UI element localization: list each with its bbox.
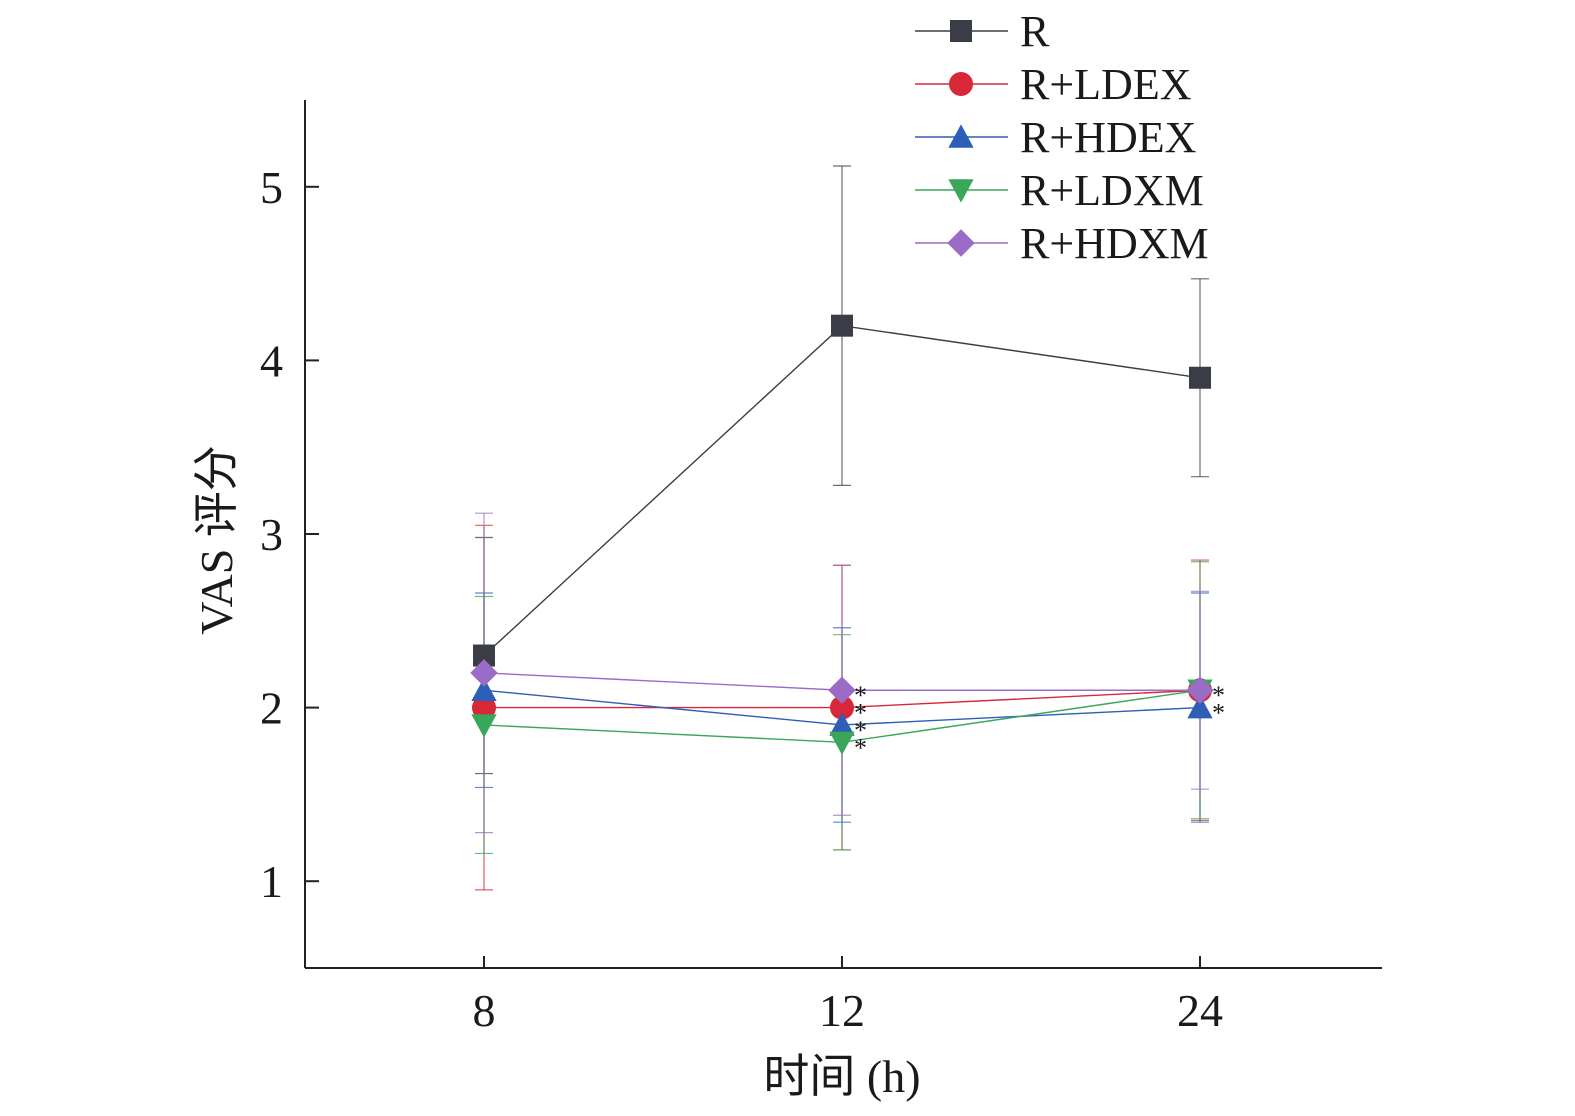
point-r [473, 644, 495, 667]
legend-item-r: R [915, 7, 1050, 56]
point-r [831, 314, 853, 337]
significance-asterisk: * [854, 716, 867, 745]
legend-item-r-hdex: R+HDEX [915, 113, 1196, 162]
legend-marker [948, 179, 974, 203]
x-tick-label: 12 [819, 985, 865, 1036]
legend-label: R+LDEX [1020, 60, 1191, 109]
point-r-hdex [471, 677, 497, 701]
point-r-ldxm [471, 714, 497, 738]
y-tick-label: 4 [260, 335, 283, 386]
y-tick-label: 1 [260, 856, 283, 907]
legend-marker [948, 124, 974, 148]
x-axis-title: 时间 (h) [763, 1051, 920, 1102]
significance-marks: ***** * [854, 681, 1225, 762]
significance-asterisk: * [1212, 681, 1225, 710]
y-axis-title: VAS 评分 [191, 445, 242, 635]
x-tick-label: 8 [473, 985, 496, 1036]
legend-item-r-hdxm: R+HDXM [915, 219, 1209, 268]
legend-marker [949, 72, 973, 96]
significance-asterisk: * [854, 681, 867, 710]
error-bars [475, 165, 1209, 891]
point-r [1189, 366, 1211, 389]
point-r-hdxm [1186, 676, 1214, 704]
point-r-ldex [830, 695, 854, 720]
series-markers [470, 314, 1214, 755]
y-tick-label: 3 [260, 509, 283, 560]
legend-marker [950, 20, 972, 42]
point-r-ldex [472, 695, 496, 720]
legend-label: R+HDXM [1020, 219, 1209, 268]
legend-item-r-ldex: R+LDEX [915, 60, 1191, 109]
legend-label: R [1020, 7, 1050, 56]
y-tick-label: 2 [260, 683, 283, 734]
point-r-hdex [829, 712, 855, 736]
legend-marker [947, 229, 975, 257]
legend-label: R+HDEX [1020, 113, 1196, 162]
legend-label: R+LDXM [1020, 166, 1204, 215]
legend-item-r-ldxm: R+LDXM [915, 166, 1204, 215]
point-r-hdxm [828, 676, 856, 704]
point-r-ldxm [829, 731, 855, 755]
significance-asterisk: * [854, 699, 867, 728]
point-r-hdex [1187, 694, 1213, 719]
x-tick-label: 24 [1177, 985, 1223, 1036]
significance-asterisk: * [1212, 699, 1225, 728]
point-r-hdxm [470, 659, 498, 687]
y-tick-label: 5 [260, 162, 283, 213]
significance-asterisk: * [854, 733, 867, 762]
